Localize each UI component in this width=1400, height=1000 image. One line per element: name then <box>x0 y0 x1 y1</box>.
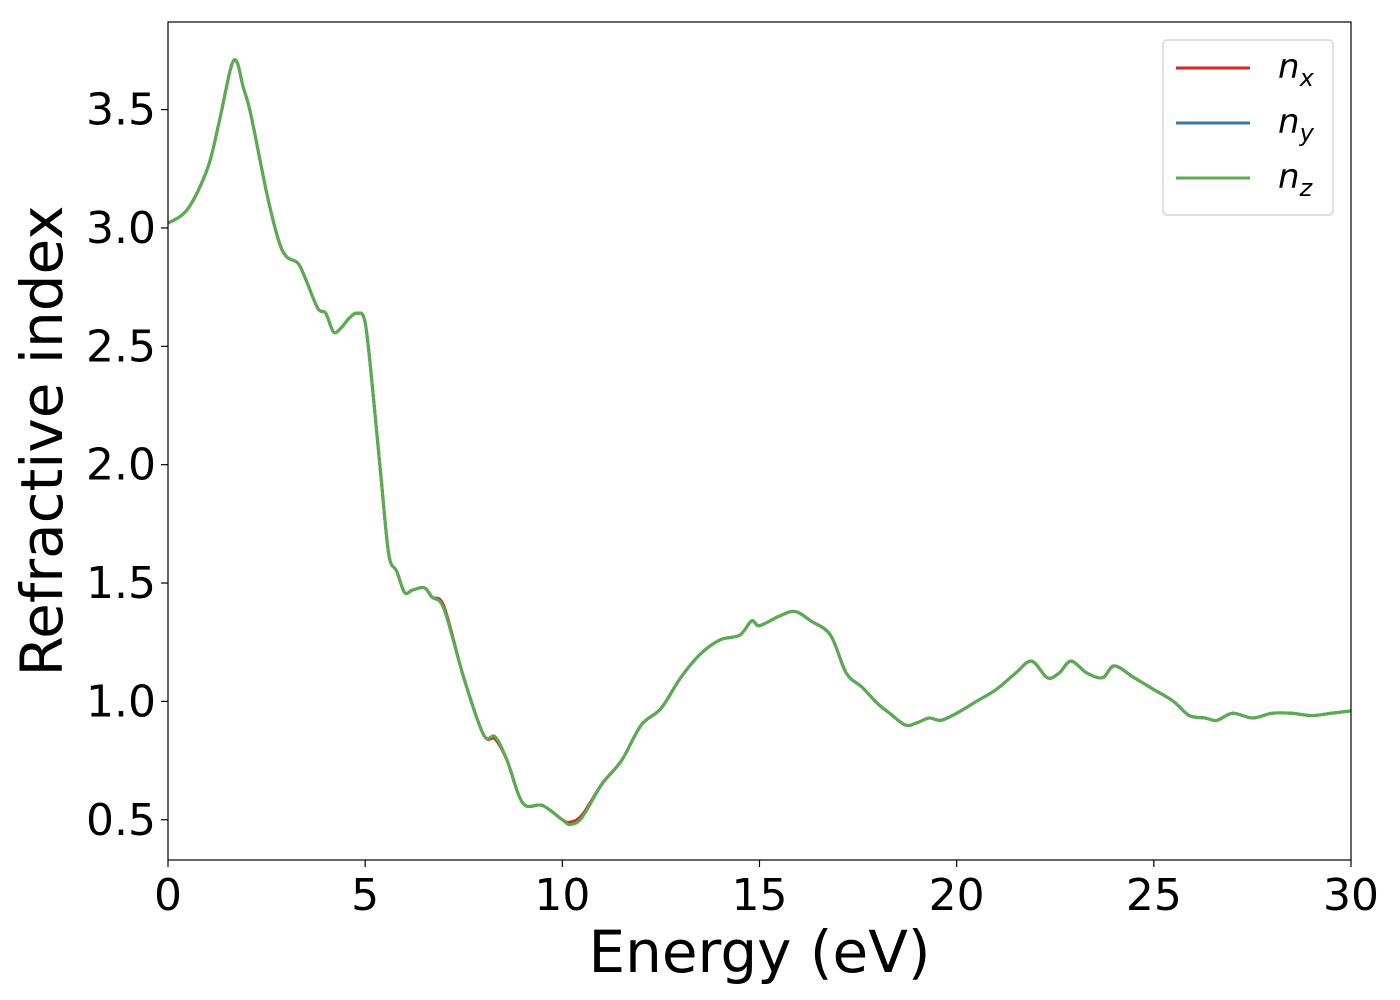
y-tick-label: 1.5 <box>86 558 156 609</box>
series-line-z <box>167 58 1352 827</box>
y-axis-label: Refractive index <box>8 205 76 676</box>
y-tick-label: 3.5 <box>86 85 156 136</box>
x-tick-label: 10 <box>534 870 590 921</box>
y-tick-label: 2.5 <box>86 321 156 372</box>
legend-label-x: nx <box>1278 47 1315 92</box>
x-tick-label: 25 <box>1126 870 1182 921</box>
x-axis-label: Energy (eV) <box>588 918 930 986</box>
y-tick-label: 1.0 <box>86 676 156 727</box>
y-tick-label: 3.0 <box>86 203 156 254</box>
x-tick-label: 20 <box>929 870 985 921</box>
x-tick-label: 0 <box>154 870 182 921</box>
legend-entry-x: nx <box>1176 47 1315 92</box>
axis-ticks: 0 5 10 15 20 25 30 0.5 1.0 1.5 2.0 2.5 3.0 3.5 <box>86 85 1379 921</box>
y-tick-label: 2.0 <box>86 440 156 491</box>
legend: nx ny nz <box>1162 39 1334 216</box>
x-tick-label: 15 <box>732 870 788 921</box>
legend-entry-y: ny <box>1176 102 1315 147</box>
x-tick-label: 5 <box>351 870 379 921</box>
legend-box <box>1162 39 1334 216</box>
series-lines <box>167 58 1352 827</box>
legend-entry-z: nz <box>1176 157 1314 202</box>
legend-label-z: nz <box>1278 157 1314 202</box>
y-tick-label: 0.5 <box>86 795 156 846</box>
x-tick-label: 30 <box>1323 870 1379 921</box>
legend-label-y: ny <box>1278 102 1315 147</box>
